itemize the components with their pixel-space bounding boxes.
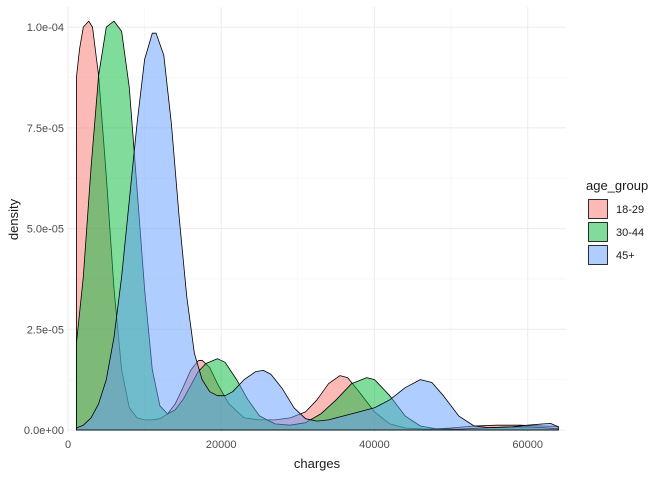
x-tick-label: 0 — [65, 439, 71, 451]
density-areas — [76, 20, 559, 431]
y-tick-label: 5.0e-05 — [27, 224, 64, 236]
y-axis-title: density — [6, 198, 21, 240]
x-tick-label: 60000 — [512, 439, 543, 451]
legend-swatch — [588, 245, 608, 265]
legend-title: age_group — [586, 178, 648, 193]
legend-label: 45+ — [616, 250, 635, 262]
x-axis-title: charges — [294, 456, 341, 471]
x-axis-ticks: 0 20000 40000 60000 — [65, 439, 543, 451]
density-area-45-plus — [76, 32, 559, 431]
y-tick-label: 0.0e+00 — [24, 425, 64, 437]
legend-label: 30-44 — [616, 227, 644, 239]
legend-swatch — [588, 199, 608, 219]
y-tick-label: 2.5e-05 — [27, 324, 64, 336]
legend: age_group 18-29 30-44 45+ — [586, 178, 648, 265]
y-tick-label: 1.0e-04 — [27, 22, 64, 34]
legend-swatch — [588, 222, 608, 242]
legend-label: 18-29 — [616, 204, 644, 216]
x-tick-label: 40000 — [359, 439, 390, 451]
x-tick-label: 20000 — [206, 439, 237, 451]
y-tick-label: 7.5e-05 — [27, 123, 64, 135]
y-axis-ticks: 0.0e+00 2.5e-05 5.0e-05 7.5e-05 1.0e-04 — [24, 22, 64, 437]
